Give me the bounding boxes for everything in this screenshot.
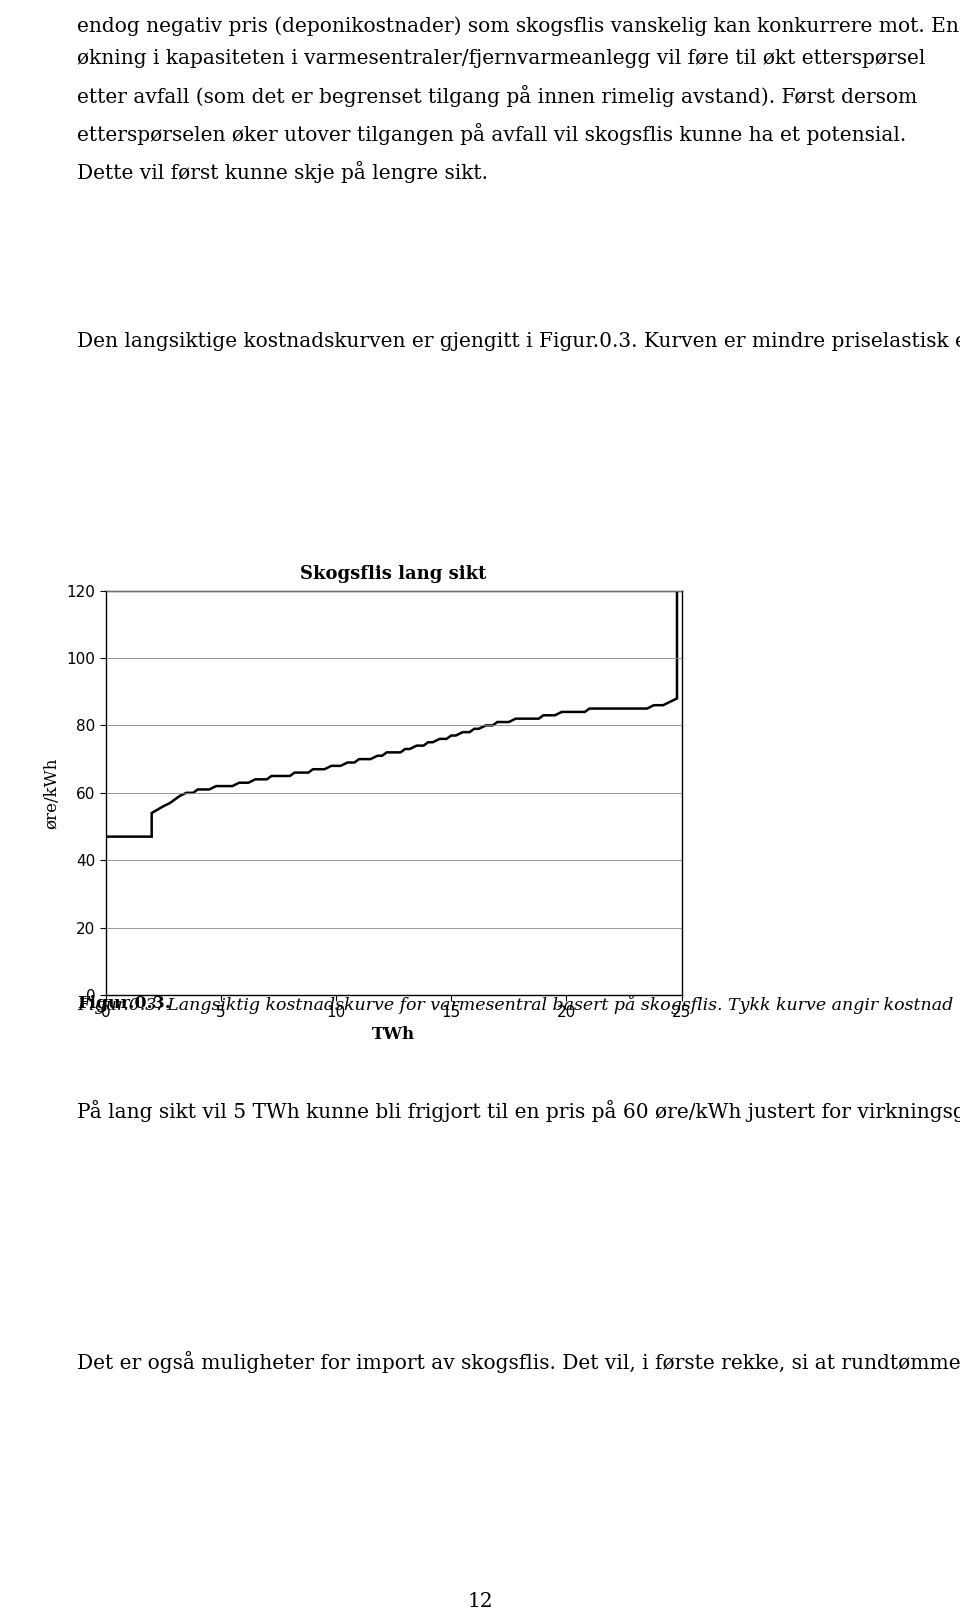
Title: Skogsflis lang sikt: Skogsflis lang sikt [300,565,487,584]
Text: På lang sikt vil 5 TWh kunne bli frigjort til en pris på 60 øre/kWh justert for : På lang sikt vil 5 TWh kunne bli frigjor… [77,1100,960,1123]
Text: Figur.0.3.: Figur.0.3. [77,995,171,1013]
Text: Figur.0.3. Langsiktig kostnadskurve for varmesentral basert på skogsflis. Tykk k: Figur.0.3. Langsiktig kostnadskurve for … [77,995,960,1014]
Y-axis label: øre/kWh: øre/kWh [44,757,60,828]
Text: Den langsiktige kostnadskurven er gjengitt i Figur.0.3. Kurven er mindre prisela: Den langsiktige kostnadskurven er gjengi… [77,332,960,351]
Text: Det er også muligheter for import av skogsflis. Det vil, i første rekke, si at r: Det er også muligheter for import av sko… [77,1351,960,1374]
Text: 12: 12 [468,1592,492,1612]
X-axis label: TWh: TWh [372,1026,415,1044]
Text: endog negativ pris (deponikostnader) som skogsflis vanskelig kan konkurrere mot.: endog negativ pris (deponikostnader) som… [77,16,959,183]
